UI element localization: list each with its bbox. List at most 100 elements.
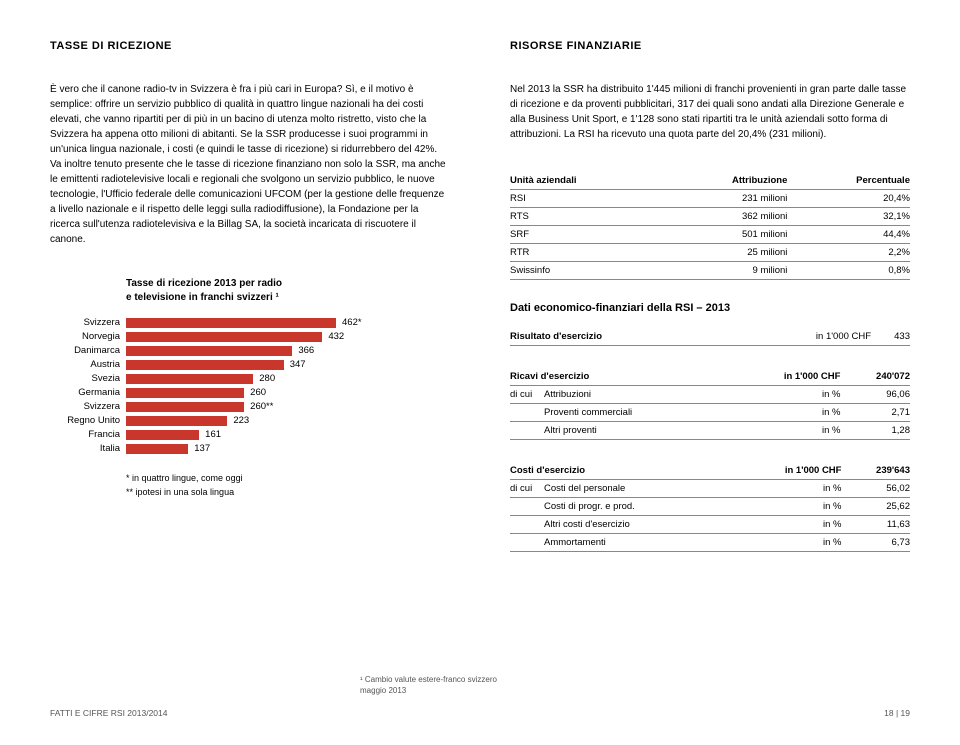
chart-row: Svizzera 260** xyxy=(50,401,450,412)
chart-bar xyxy=(126,346,292,356)
currency-footnote: ¹ Cambio valute estere-franco svizzero m… xyxy=(360,674,910,696)
table-row: di cuiAttribuzioniin %96,06 xyxy=(510,386,910,404)
table-row: Altri proventiin %1,28 xyxy=(510,422,910,440)
chart-row-label: Svezia xyxy=(50,373,126,384)
table-cell: SRF xyxy=(510,226,661,244)
left-paragraph: È vero che il canone radio-tv in Svizzer… xyxy=(50,82,450,247)
table-cell: in % xyxy=(725,422,841,440)
chart-bar xyxy=(126,444,188,454)
table-cell: 96,06 xyxy=(840,386,910,404)
chart-row-label: Norvegia xyxy=(50,331,126,342)
table-cell: in % xyxy=(727,498,841,516)
table-cell xyxy=(510,534,544,552)
table-cell: Altri costi d'esercizio xyxy=(544,516,727,534)
table-cell: 2,2% xyxy=(787,244,910,262)
chart-bar xyxy=(126,318,336,328)
table-row: Costi di progr. e prod.in %25,62 xyxy=(510,498,910,516)
table-cell: in % xyxy=(725,404,841,422)
chart-container: Tasse di ricezione 2013 per radio e tele… xyxy=(50,277,450,499)
table-cell: Altri proventi xyxy=(544,422,725,440)
table-cell: Attribuzioni xyxy=(544,386,725,404)
table-cell: RTR xyxy=(510,244,661,262)
table-row: RTS362 milioni32,1% xyxy=(510,208,910,226)
table-cell xyxy=(510,404,544,422)
footer-left: FATTI E CIFRE RSI 2013/2014 xyxy=(50,708,167,718)
table-cell: 20,4% xyxy=(787,190,910,208)
table-ricavi: Ricavi d'esercizio in 1'000 CHF 240'072 … xyxy=(510,368,910,440)
chart-row-value: 280 xyxy=(253,373,275,384)
right-column: RISORSE FINANZIARIE Nel 2013 la SSR ha d… xyxy=(510,40,910,574)
table-cell: Ammortamenti xyxy=(544,534,727,552)
chart-bar xyxy=(126,402,244,412)
table-row: di cuiCosti del personalein %56,02 xyxy=(510,480,910,498)
chart-title: Tasse di ricezione 2013 per radio e tele… xyxy=(126,277,450,305)
chart-row: Norvegia432 xyxy=(50,331,450,342)
chart-row-label: Francia xyxy=(50,429,126,440)
table-cell: in % xyxy=(727,480,841,498)
chart-bar xyxy=(126,374,253,384)
chart-row: Danimarca366 xyxy=(50,345,450,356)
chart-row-label: Danimarca xyxy=(50,345,126,356)
left-heading: TASSE DI RICEZIONE xyxy=(50,40,450,52)
table-cell xyxy=(510,516,544,534)
chart-row: Francia 161 xyxy=(50,429,450,440)
table-cell: 9 milioni xyxy=(661,262,787,280)
table-row: SRF501 milioni44,4% xyxy=(510,226,910,244)
chart-bar xyxy=(126,416,227,426)
chart-row-label: Svizzera xyxy=(50,317,126,328)
chart-row: Svezia 280 xyxy=(50,373,450,384)
right-heading: RISORSE FINANZIARIE xyxy=(510,40,910,52)
footer-right: 18 | 19 xyxy=(884,708,910,718)
table-cell: 0,8% xyxy=(787,262,910,280)
table-cell: Swissinfo xyxy=(510,262,661,280)
chart-row-value: 347 xyxy=(284,359,306,370)
chart-bar xyxy=(126,430,199,440)
table-cell: RSI xyxy=(510,190,661,208)
chart-row: Svizzera 462* xyxy=(50,317,450,328)
chart-bar xyxy=(126,332,322,342)
table-cell: in % xyxy=(727,516,841,534)
table-cell: in % xyxy=(727,534,841,552)
table-row: Proventi commercialiin %2,71 xyxy=(510,404,910,422)
left-text-block: È vero che il canone radio-tv in Svizzer… xyxy=(50,82,450,247)
table-row: Altri costi d'esercizioin %11,63 xyxy=(510,516,910,534)
chart-row-value: 137 xyxy=(188,443,210,454)
chart-row-label: Svizzera xyxy=(50,401,126,412)
table-row: RTR25 milioni2,2% xyxy=(510,244,910,262)
chart-row-value: 260** xyxy=(244,401,273,412)
table-cell: 2,71 xyxy=(840,404,910,422)
chart-row: Regno Unito 223 xyxy=(50,415,450,426)
chart-row-value: 223 xyxy=(227,415,249,426)
page-footer: FATTI E CIFRE RSI 2013/2014 18 | 19 xyxy=(50,708,910,718)
table-cell: 44,4% xyxy=(787,226,910,244)
table-cell: 501 milioni xyxy=(661,226,787,244)
table-cell: 6,73 xyxy=(841,534,910,552)
chart-row-label: Germania xyxy=(50,387,126,398)
table-cell: Proventi commerciali xyxy=(544,404,725,422)
table-cell: 11,63 xyxy=(841,516,910,534)
chart-row-label: Regno Unito xyxy=(50,415,126,426)
chart-row-value: 260 xyxy=(244,387,266,398)
table-cell: in % xyxy=(725,386,841,404)
chart-bar xyxy=(126,388,244,398)
right-text-block: Nel 2013 la SSR ha distribuito 1'445 mil… xyxy=(510,82,910,142)
table-cell: 56,02 xyxy=(841,480,910,498)
chart-row: Austria 347 xyxy=(50,359,450,370)
table-cell: di cui xyxy=(510,480,544,498)
chart-bar xyxy=(126,360,284,370)
table-cell xyxy=(510,498,544,516)
table-cell: 231 milioni xyxy=(661,190,787,208)
chart-row-label: Italia xyxy=(50,443,126,454)
table-cell: 25,62 xyxy=(841,498,910,516)
table-cell: Costi del personale xyxy=(544,480,727,498)
table-row: Swissinfo9 milioni0,8% xyxy=(510,262,910,280)
chart-row-value: 462* xyxy=(336,317,362,328)
table-cell: 32,1% xyxy=(787,208,910,226)
table-costi: Costi d'esercizio in 1'000 CHF 239'643 d… xyxy=(510,462,910,552)
chart-footnotes: * in quattro lingue, come oggi ** ipotes… xyxy=(126,472,450,499)
table-cell: 25 milioni xyxy=(661,244,787,262)
section2-title: Dati economico-finanziari della RSI – 20… xyxy=(510,302,910,314)
chart-row-value: 161 xyxy=(199,429,221,440)
table-risultato: Risultato d'esercizio in 1'000 CHF 433 xyxy=(510,328,910,346)
chart-row-label: Austria xyxy=(50,359,126,370)
